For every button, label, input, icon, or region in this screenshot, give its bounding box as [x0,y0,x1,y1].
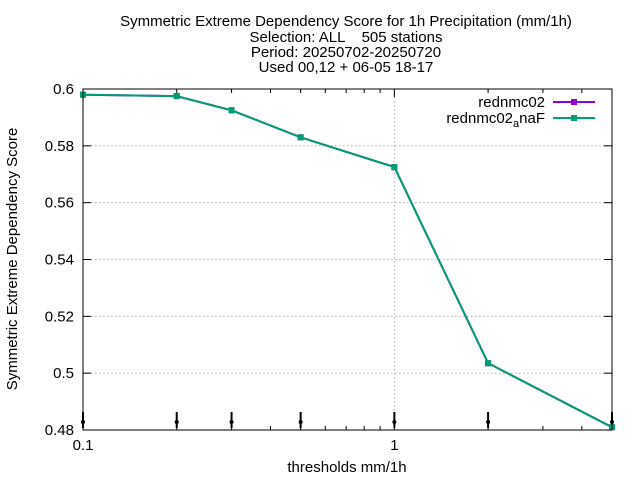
chart-title: Symmetric Extreme Dependency Score for 1… [120,13,572,76]
legend-label-2-main: rednmc02 [446,110,513,127]
grid [83,89,612,430]
threshold-marker-dot [174,420,179,424]
y-axis-label: Symmetric Extreme Dependency Score [4,128,21,391]
legend-label-2-tail: naF [519,110,545,127]
legend-marker-2 [571,115,577,121]
title-line-1: Symmetric Extreme Dependency Score for 1… [120,13,572,30]
series-line [82,93,613,429]
series-2 [80,91,615,431]
y-tick-label: 0.58 [45,138,74,155]
legend-label-2-sub: a [513,118,520,130]
data-point [485,360,492,367]
x-axis-ticks: 0.1 1 [73,89,583,454]
data-point [173,93,180,100]
y-tick-label: 0.52 [45,308,74,325]
series-1 [80,91,615,431]
title-line-2: Selection: ALL 505 stations [250,29,443,46]
series [80,91,615,431]
x-axis-label: thresholds mm/1h [287,459,406,476]
legend-label-1: rednmc02 [478,94,545,111]
legend-marker-1 [571,99,577,105]
threshold-marker-dot [229,420,234,424]
x-tick-label: 0.1 [73,437,94,454]
data-point [228,107,235,114]
series-line [82,93,613,429]
x-tick-label: 1 [390,437,398,454]
legend: rednmc02 rednmc02anaF [446,94,595,130]
title-line-4: Used 00,12 + 06-05 18-17 [259,59,434,76]
threshold-markers [81,412,614,428]
threshold-marker-dot [298,420,303,424]
y-tick-label: 0.6 [53,81,74,98]
data-point [297,134,304,141]
y-tick-label: 0.5 [53,365,74,382]
y-tick-label: 0.48 [45,422,74,439]
y-tick-label: 0.56 [45,195,74,212]
data-point [391,164,398,171]
threshold-marker-dot [486,420,491,424]
y-tick-label: 0.54 [45,252,74,269]
y-axis-ticks: 0.48 0.5 0.52 0.54 0.56 0.58 0.6 [45,81,612,439]
title-line-3: Period: 20250702-20250720 [251,44,441,61]
legend-label-2: rednmc02anaF [446,110,545,130]
